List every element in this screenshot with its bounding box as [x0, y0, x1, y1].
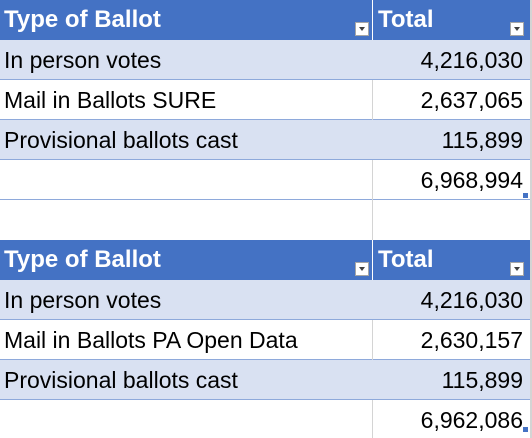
- column-divider: [372, 160, 373, 200]
- filter-dropdown-button[interactable]: [355, 262, 369, 276]
- table-row: In person votes 4,216,030: [0, 40, 530, 80]
- total-cell[interactable]: 4,216,030: [420, 286, 523, 313]
- grand-total-row: 6,968,994: [0, 160, 530, 200]
- filter-dropdown-button[interactable]: [510, 262, 524, 276]
- header-type-of-ballot[interactable]: Type of Ballot: [4, 6, 161, 33]
- header-type-of-ballot[interactable]: Type of Ballot: [4, 246, 161, 273]
- total-cell[interactable]: 115,899: [441, 366, 523, 393]
- column-divider: [372, 320, 373, 360]
- resize-handle-icon[interactable]: [523, 427, 528, 432]
- chevron-down-icon: [359, 267, 365, 271]
- resize-handle-icon[interactable]: [523, 193, 528, 198]
- grand-total-cell[interactable]: 6,962,086: [420, 406, 523, 433]
- table-row: Provisional ballots cast 115,899: [0, 120, 530, 160]
- ballot-type-cell[interactable]: Provisional ballots cast: [4, 126, 238, 153]
- total-cell[interactable]: 2,630,157: [420, 326, 523, 353]
- column-divider: [372, 240, 373, 280]
- column-divider: [372, 400, 373, 438]
- filter-dropdown-button[interactable]: [510, 22, 524, 36]
- table-2-header-row: Type of Ballot Total: [0, 240, 530, 280]
- table-row: Mail in Ballots SURE 2,637,065: [0, 80, 530, 120]
- column-divider: [372, 200, 373, 240]
- grand-total-cell[interactable]: 6,968,994: [420, 166, 523, 193]
- ballot-type-cell[interactable]: Mail in Ballots PA Open Data: [4, 326, 298, 353]
- ballot-type-cell[interactable]: In person votes: [4, 286, 162, 313]
- chevron-down-icon: [359, 27, 365, 31]
- table-row: Mail in Ballots PA Open Data 2,630,157: [0, 320, 530, 360]
- total-cell[interactable]: 2,637,065: [420, 86, 523, 113]
- grand-total-row: 6,962,086: [0, 400, 530, 438]
- ballot-type-cell[interactable]: Provisional ballots cast: [4, 366, 238, 393]
- right-edge-gridline: [530, 0, 532, 438]
- empty-cell[interactable]: [0, 160, 372, 200]
- ballot-type-cell[interactable]: Mail in Ballots SURE: [4, 86, 217, 113]
- total-cell[interactable]: 115,899: [441, 126, 523, 153]
- header-total[interactable]: Total: [378, 6, 434, 33]
- empty-cell[interactable]: [0, 400, 372, 438]
- table-1-header-row: Type of Ballot Total: [0, 0, 530, 40]
- total-cell[interactable]: 4,216,030: [420, 46, 523, 73]
- column-divider: [372, 80, 373, 120]
- header-total[interactable]: Total: [378, 246, 434, 273]
- filter-dropdown-button[interactable]: [355, 22, 369, 36]
- column-divider: [372, 0, 373, 40]
- table-row: Provisional ballots cast 115,899: [0, 360, 530, 400]
- chevron-down-icon: [514, 267, 520, 271]
- ballot-type-cell[interactable]: In person votes: [4, 46, 162, 73]
- table-row: In person votes 4,216,030: [0, 280, 530, 320]
- chevron-down-icon: [514, 27, 520, 31]
- empty-row: [0, 200, 530, 240]
